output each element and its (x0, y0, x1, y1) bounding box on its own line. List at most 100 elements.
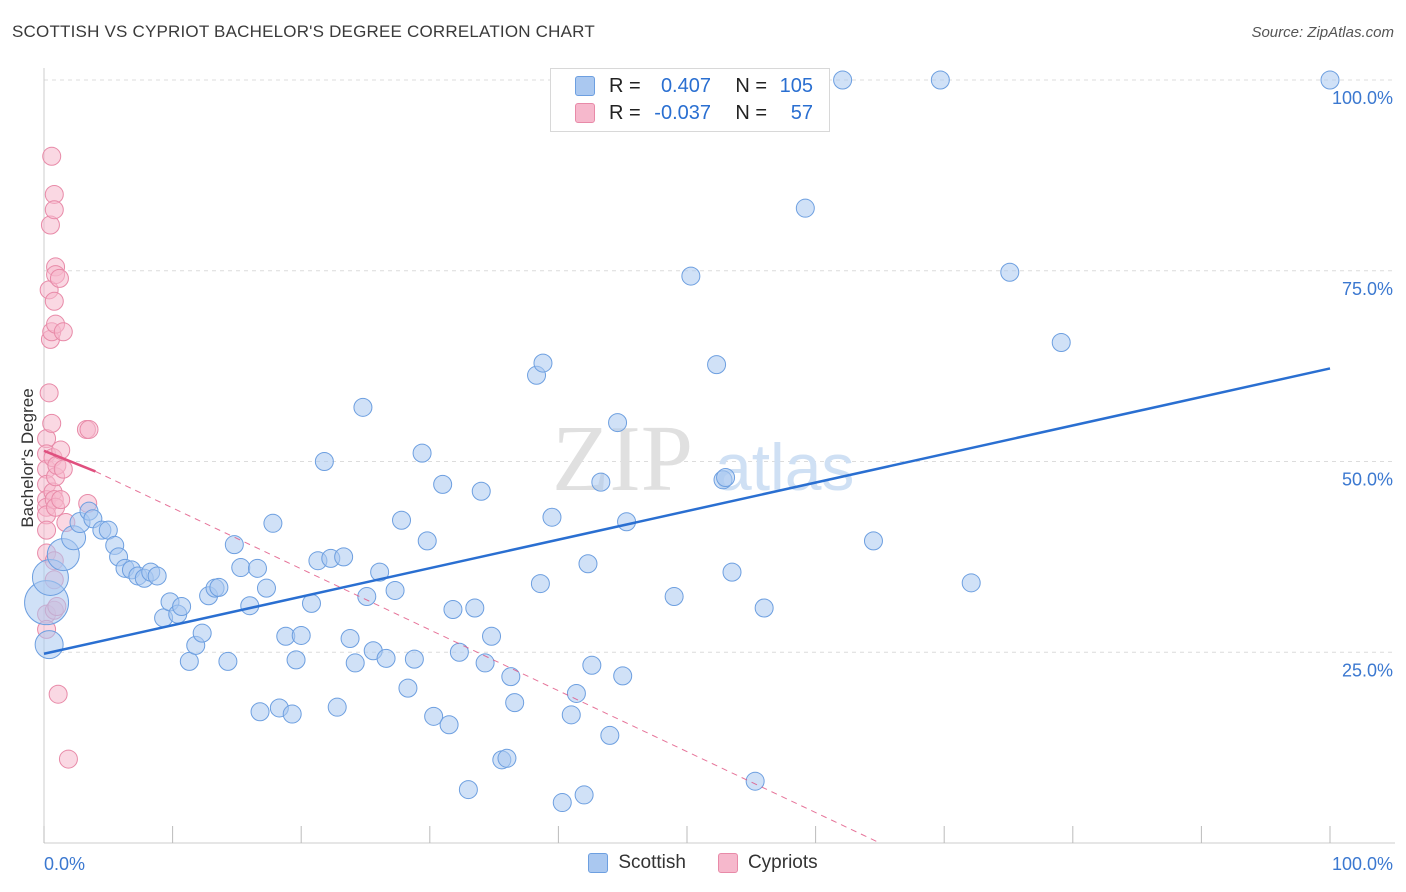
scottish-point (664, 587, 684, 607)
scottish-point (286, 650, 306, 670)
scottish-point (930, 70, 950, 90)
cypriots-point (79, 419, 99, 439)
scottish-point (530, 574, 550, 594)
scottish-point (561, 705, 581, 725)
cypriots-points (37, 146, 99, 769)
scottish-point (192, 623, 212, 643)
legend-row-scottish: R = 0.407 N = 105 (575, 73, 813, 99)
scottish-point (353, 397, 373, 417)
scottish-point (608, 413, 628, 433)
scottish-point (471, 481, 491, 501)
scottish-point (179, 651, 199, 671)
scottish-point (385, 580, 405, 600)
cypriots-point (53, 322, 73, 342)
scottish-point (334, 547, 354, 567)
scottish-point (533, 353, 553, 373)
x-tick-label: 0.0% (44, 854, 85, 874)
cypriots-swatch (575, 103, 595, 123)
cypriots-point (51, 490, 71, 510)
scottish-point (404, 649, 424, 669)
scottish-point (482, 626, 502, 646)
scottish-point (231, 558, 251, 578)
watermark: ZIP atlas (552, 407, 854, 511)
legend-item-scottish[interactable]: Scottish (588, 852, 686, 874)
scottish-point (681, 266, 701, 286)
scottish-point (370, 562, 390, 582)
scottish-point (392, 510, 412, 530)
cypriots-point (44, 291, 64, 311)
y-tick-label: 75.0% (1342, 279, 1393, 299)
legend-label-cypriots: Cypriots (747, 852, 818, 873)
legend-item-cypriots[interactable]: Cypriots (717, 852, 818, 874)
y-tick-label: 50.0% (1342, 470, 1393, 490)
scottish-point (754, 598, 774, 618)
scottish-point (617, 512, 637, 532)
scottish-point (961, 573, 981, 593)
scottish-point (542, 507, 562, 527)
scottish-point (458, 780, 478, 800)
source-note: Source: ZipAtlas.com (1251, 24, 1394, 41)
scottish-point (722, 562, 742, 582)
scottish-point (398, 678, 418, 698)
scottish-point (1000, 262, 1020, 282)
scottish-point (465, 598, 485, 618)
scottish-point (247, 558, 267, 578)
scottish-point (863, 531, 883, 551)
scottish-point (613, 666, 633, 686)
scottish-point (582, 655, 602, 675)
scottish-point (1320, 70, 1340, 90)
x-tick-label: 100.0% (1332, 854, 1393, 874)
legend-n-label: N = (735, 101, 767, 124)
scottish-point (34, 630, 64, 660)
cypriots-point (53, 459, 73, 479)
scottish-point (578, 554, 598, 574)
scottish-point (501, 667, 521, 687)
scottish-point (600, 725, 620, 745)
scottish-point (263, 513, 283, 533)
cypriots-point (37, 520, 57, 540)
legend-n-label: N = (735, 74, 767, 97)
scottish-point (282, 704, 302, 724)
scottish-point (443, 600, 463, 620)
scottish-point (376, 648, 396, 668)
series-legend: Scottish Cypriots (0, 852, 1406, 874)
scottish-point (172, 596, 192, 616)
scottish-point (449, 642, 469, 662)
scottish-point (412, 443, 432, 463)
tick-labels: 25.0% 50.0% 75.0% 100.0% 0.0% 100.0% (44, 88, 1393, 874)
scottish-swatch (588, 853, 609, 873)
legend-r-label: R = (609, 74, 641, 97)
cypriots-swatch (717, 853, 738, 873)
scottish-point (505, 693, 525, 713)
scottish-point (256, 578, 276, 598)
cypriots-point (42, 146, 62, 166)
scottish-point (433, 474, 453, 494)
scottish-point (552, 793, 572, 813)
legend-n-value: 57 (790, 101, 813, 124)
scottish-trend-line (43, 367, 1331, 655)
cypriots-point (42, 413, 62, 433)
scottish-point (424, 706, 444, 726)
scottish-point (716, 468, 736, 488)
scottish-point (745, 771, 765, 791)
scottish-point (574, 785, 594, 805)
legend-n-value: 105 (779, 74, 813, 97)
scottish-point (475, 653, 495, 673)
cypriots-trend-extension (95, 470, 881, 844)
scottish-point (340, 629, 360, 649)
scottish-point (218, 651, 238, 671)
y-tick-label: 25.0% (1342, 660, 1393, 680)
cypriots-point (48, 684, 68, 704)
cypriots-point (39, 383, 59, 403)
legend-r-value: 0.407 (660, 74, 711, 97)
scottish-swatch (575, 76, 595, 96)
legend-label-scottish: Scottish (618, 852, 686, 873)
scottish-point (224, 535, 244, 555)
scottish-point (209, 577, 229, 597)
scottish-point (566, 683, 586, 703)
scottish-point (591, 472, 611, 492)
chart-title: SCOTTISH VS CYPRIOT BACHELOR'S DEGREE CO… (12, 22, 595, 41)
scottish-point (833, 70, 853, 90)
scottish-point (707, 355, 727, 375)
